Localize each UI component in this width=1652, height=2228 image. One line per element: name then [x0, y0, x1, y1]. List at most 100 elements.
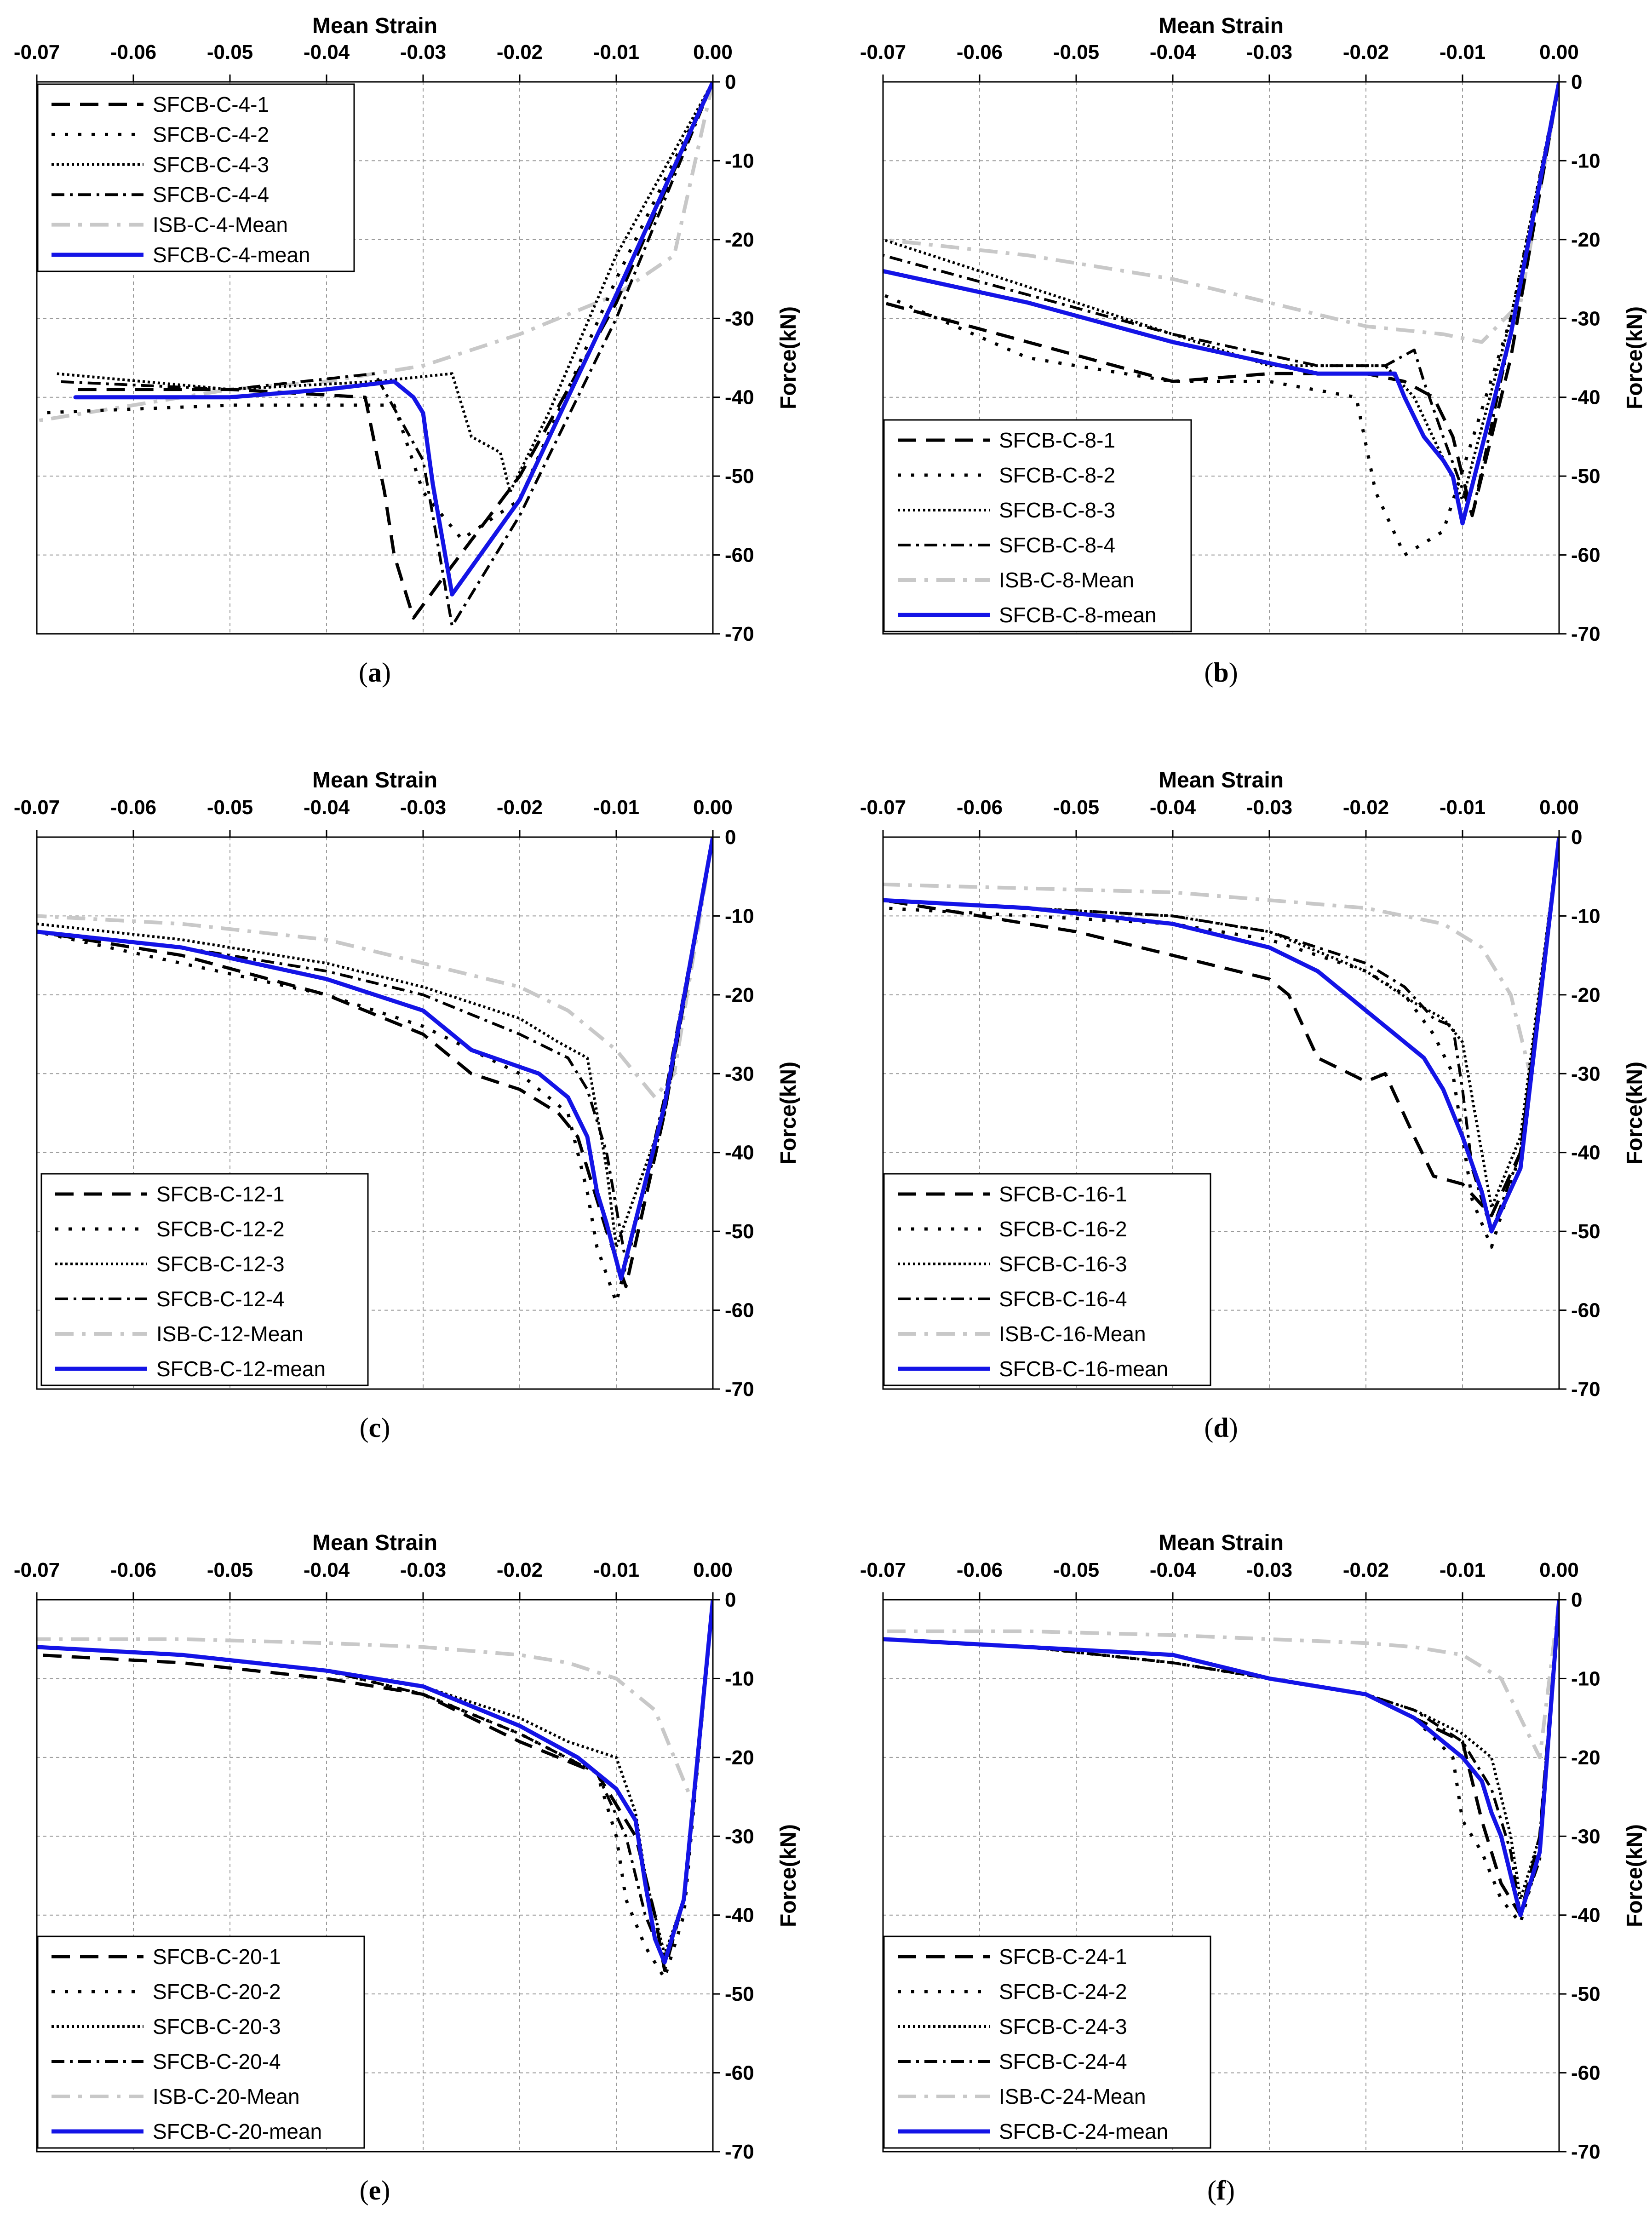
- panel-caption-letter: a: [368, 657, 382, 688]
- x-tick-label: -0.04: [304, 41, 350, 63]
- series-line-SFCB-C-20-mean: [37, 1600, 713, 1965]
- x-tick-label: -0.03: [1246, 1559, 1292, 1581]
- x-tick-label: -0.03: [400, 41, 446, 63]
- panel-caption-close: ): [381, 2175, 390, 2205]
- x-tick-label: -0.04: [1150, 796, 1196, 819]
- x-tick-label: -0.01: [593, 41, 639, 63]
- legend-label: SFCB-C-20-1: [153, 1945, 281, 1969]
- x-tick-label: -0.06: [957, 41, 1003, 63]
- legend-label: SFCB-C-24-mean: [999, 2119, 1168, 2143]
- x-tick-label: -0.01: [593, 1559, 639, 1581]
- x-tick-label: -0.05: [207, 41, 253, 63]
- x-axis-title: Mean Strain: [1159, 1531, 1284, 1555]
- panel-caption-close: ): [382, 657, 391, 688]
- series-line-SFCB-C-16-3: [883, 837, 1559, 1209]
- series-line-SFCB-C-4-3: [56, 82, 713, 494]
- chart-panel-d: -0.07 -0.06 -0.05 -0.04 -0.03 -0.02 -0.01 0.00 0…: [860, 768, 1647, 1443]
- series-line-SFCB-C-12-1: [37, 837, 713, 1288]
- legend-label: SFCB-C-4-3: [153, 153, 269, 177]
- y-tick-label: -40: [1571, 1142, 1600, 1164]
- x-tick-label: -0.07: [860, 41, 906, 63]
- series-line-SFCB-C-24-4: [883, 1600, 1559, 1917]
- x-tick-label: 0.00: [693, 1559, 733, 1581]
- x-tick-label: 0.00: [1539, 41, 1579, 63]
- x-tick-label: -0.05: [207, 1559, 253, 1581]
- legend-label: SFCB-C-16-3: [999, 1252, 1127, 1276]
- y-tick-label: -70: [725, 2141, 754, 2163]
- x-tick-label: -0.07: [860, 796, 906, 819]
- panel-caption-open: (: [360, 1413, 369, 1443]
- series-line-ISB-C-8-Mean: [883, 82, 1559, 344]
- legend-label: ISB-C-20-Mean: [153, 2084, 300, 2108]
- plot-frame: [36, 81, 714, 635]
- x-axis-title: Mean Strain: [312, 768, 437, 792]
- legend-label: ISB-C-16-Mean: [999, 1322, 1146, 1346]
- x-tick-label: -0.02: [497, 1559, 543, 1581]
- legend-label: SFCB-C-4-1: [153, 92, 269, 116]
- y-tick-label: -30: [1571, 1825, 1600, 1848]
- panel-caption-close: ): [1226, 2175, 1235, 2205]
- y-tick-label: -60: [1571, 2062, 1600, 2084]
- legend-label: SFCB-C-20-mean: [153, 2119, 322, 2143]
- plot-frame: [36, 1599, 714, 2153]
- series-group: [37, 1600, 713, 1980]
- y-axis-title: Force(kN): [776, 1824, 801, 1927]
- legend: SFCB-C-24-1 SFCB-C-24-2 SFCB-C-24-3 SFCB-C-…: [883, 1935, 1211, 2149]
- y-tick-label: -50: [1571, 1220, 1600, 1243]
- series-line-SFCB-C-16-mean: [883, 837, 1559, 1234]
- panel-caption: (e): [360, 2175, 390, 2205]
- series-line-SFCB-C-4-mean: [73, 82, 713, 597]
- legend-label: ISB-C-8-Mean: [999, 568, 1134, 592]
- y-tick-label: -70: [1571, 2141, 1600, 2163]
- y-tick-label: -40: [725, 1904, 754, 1927]
- y-tick-label: -70: [1571, 1378, 1600, 1401]
- series-group: [883, 1600, 1559, 1925]
- series-line-ISB-C-12-Mean: [37, 837, 713, 1099]
- legend: SFCB-C-20-1 SFCB-C-20-2 SFCB-C-20-3 SFCB-C-…: [37, 1935, 365, 2149]
- legend-label: SFCB-C-20-2: [153, 1980, 281, 2004]
- legend: SFCB-C-8-1 SFCB-C-8-2 SFCB-C-8-3 SFCB-C-8-4…: [883, 419, 1192, 632]
- legend-box: [37, 83, 355, 272]
- legend-label: SFCB-C-16-4: [999, 1287, 1127, 1311]
- x-tick-label: 0.00: [693, 796, 733, 819]
- legend-label: SFCB-C-12-2: [156, 1217, 285, 1241]
- legend-label: SFCB-C-8-3: [999, 498, 1115, 522]
- x-tick-label: -0.04: [304, 1559, 350, 1581]
- x-tick-label: -0.01: [1440, 41, 1486, 63]
- series-line-SFCB-C-8-2: [883, 82, 1559, 557]
- x-tick-label: -0.07: [860, 1559, 906, 1581]
- y-tick-label: -50: [725, 1220, 754, 1243]
- x-tick-label: -0.07: [14, 1559, 60, 1581]
- x-tick-label: -0.02: [1343, 1559, 1389, 1581]
- y-tick-label: -20: [725, 1746, 754, 1769]
- x-tick-label: -0.06: [110, 796, 156, 819]
- y-tick-label: -70: [725, 623, 754, 645]
- x-tick-label: -0.03: [1246, 796, 1292, 819]
- series-line-SFCB-C-4-4: [56, 82, 713, 627]
- x-axis-title: Mean Strain: [1159, 14, 1284, 38]
- series-group: [883, 837, 1559, 1249]
- y-tick-label: -60: [725, 544, 754, 567]
- x-tick-label: -0.06: [957, 1559, 1003, 1581]
- x-tick-label: -0.07: [14, 796, 60, 819]
- y-tick-label: -10: [1571, 1667, 1600, 1690]
- y-tick-label: -60: [725, 1299, 754, 1322]
- x-tick-label: -0.05: [207, 796, 253, 819]
- panel-caption-close: ): [1229, 657, 1238, 688]
- y-tick-label: -70: [1571, 623, 1600, 645]
- y-tick-label: -70: [725, 1378, 754, 1401]
- legend-label: SFCB-C-24-4: [999, 2050, 1127, 2073]
- legend-label: SFCB-C-8-2: [999, 463, 1115, 487]
- series-line-SFCB-C-24-2: [883, 1600, 1559, 1925]
- legend-label: SFCB-C-8-4: [999, 533, 1115, 557]
- series-line-SFCB-C-16-4: [883, 837, 1559, 1233]
- panel-caption-open: (: [1204, 1413, 1213, 1443]
- y-tick-label: 0: [725, 71, 736, 93]
- y-tick-label: 0: [1571, 1589, 1582, 1611]
- x-tick-label: -0.02: [497, 796, 543, 819]
- x-tick-label: -0.03: [400, 1559, 446, 1581]
- y-tick-label: 0: [1571, 71, 1582, 93]
- legend-label: SFCB-C-12-1: [156, 1182, 285, 1206]
- y-tick-label: -50: [1571, 465, 1600, 488]
